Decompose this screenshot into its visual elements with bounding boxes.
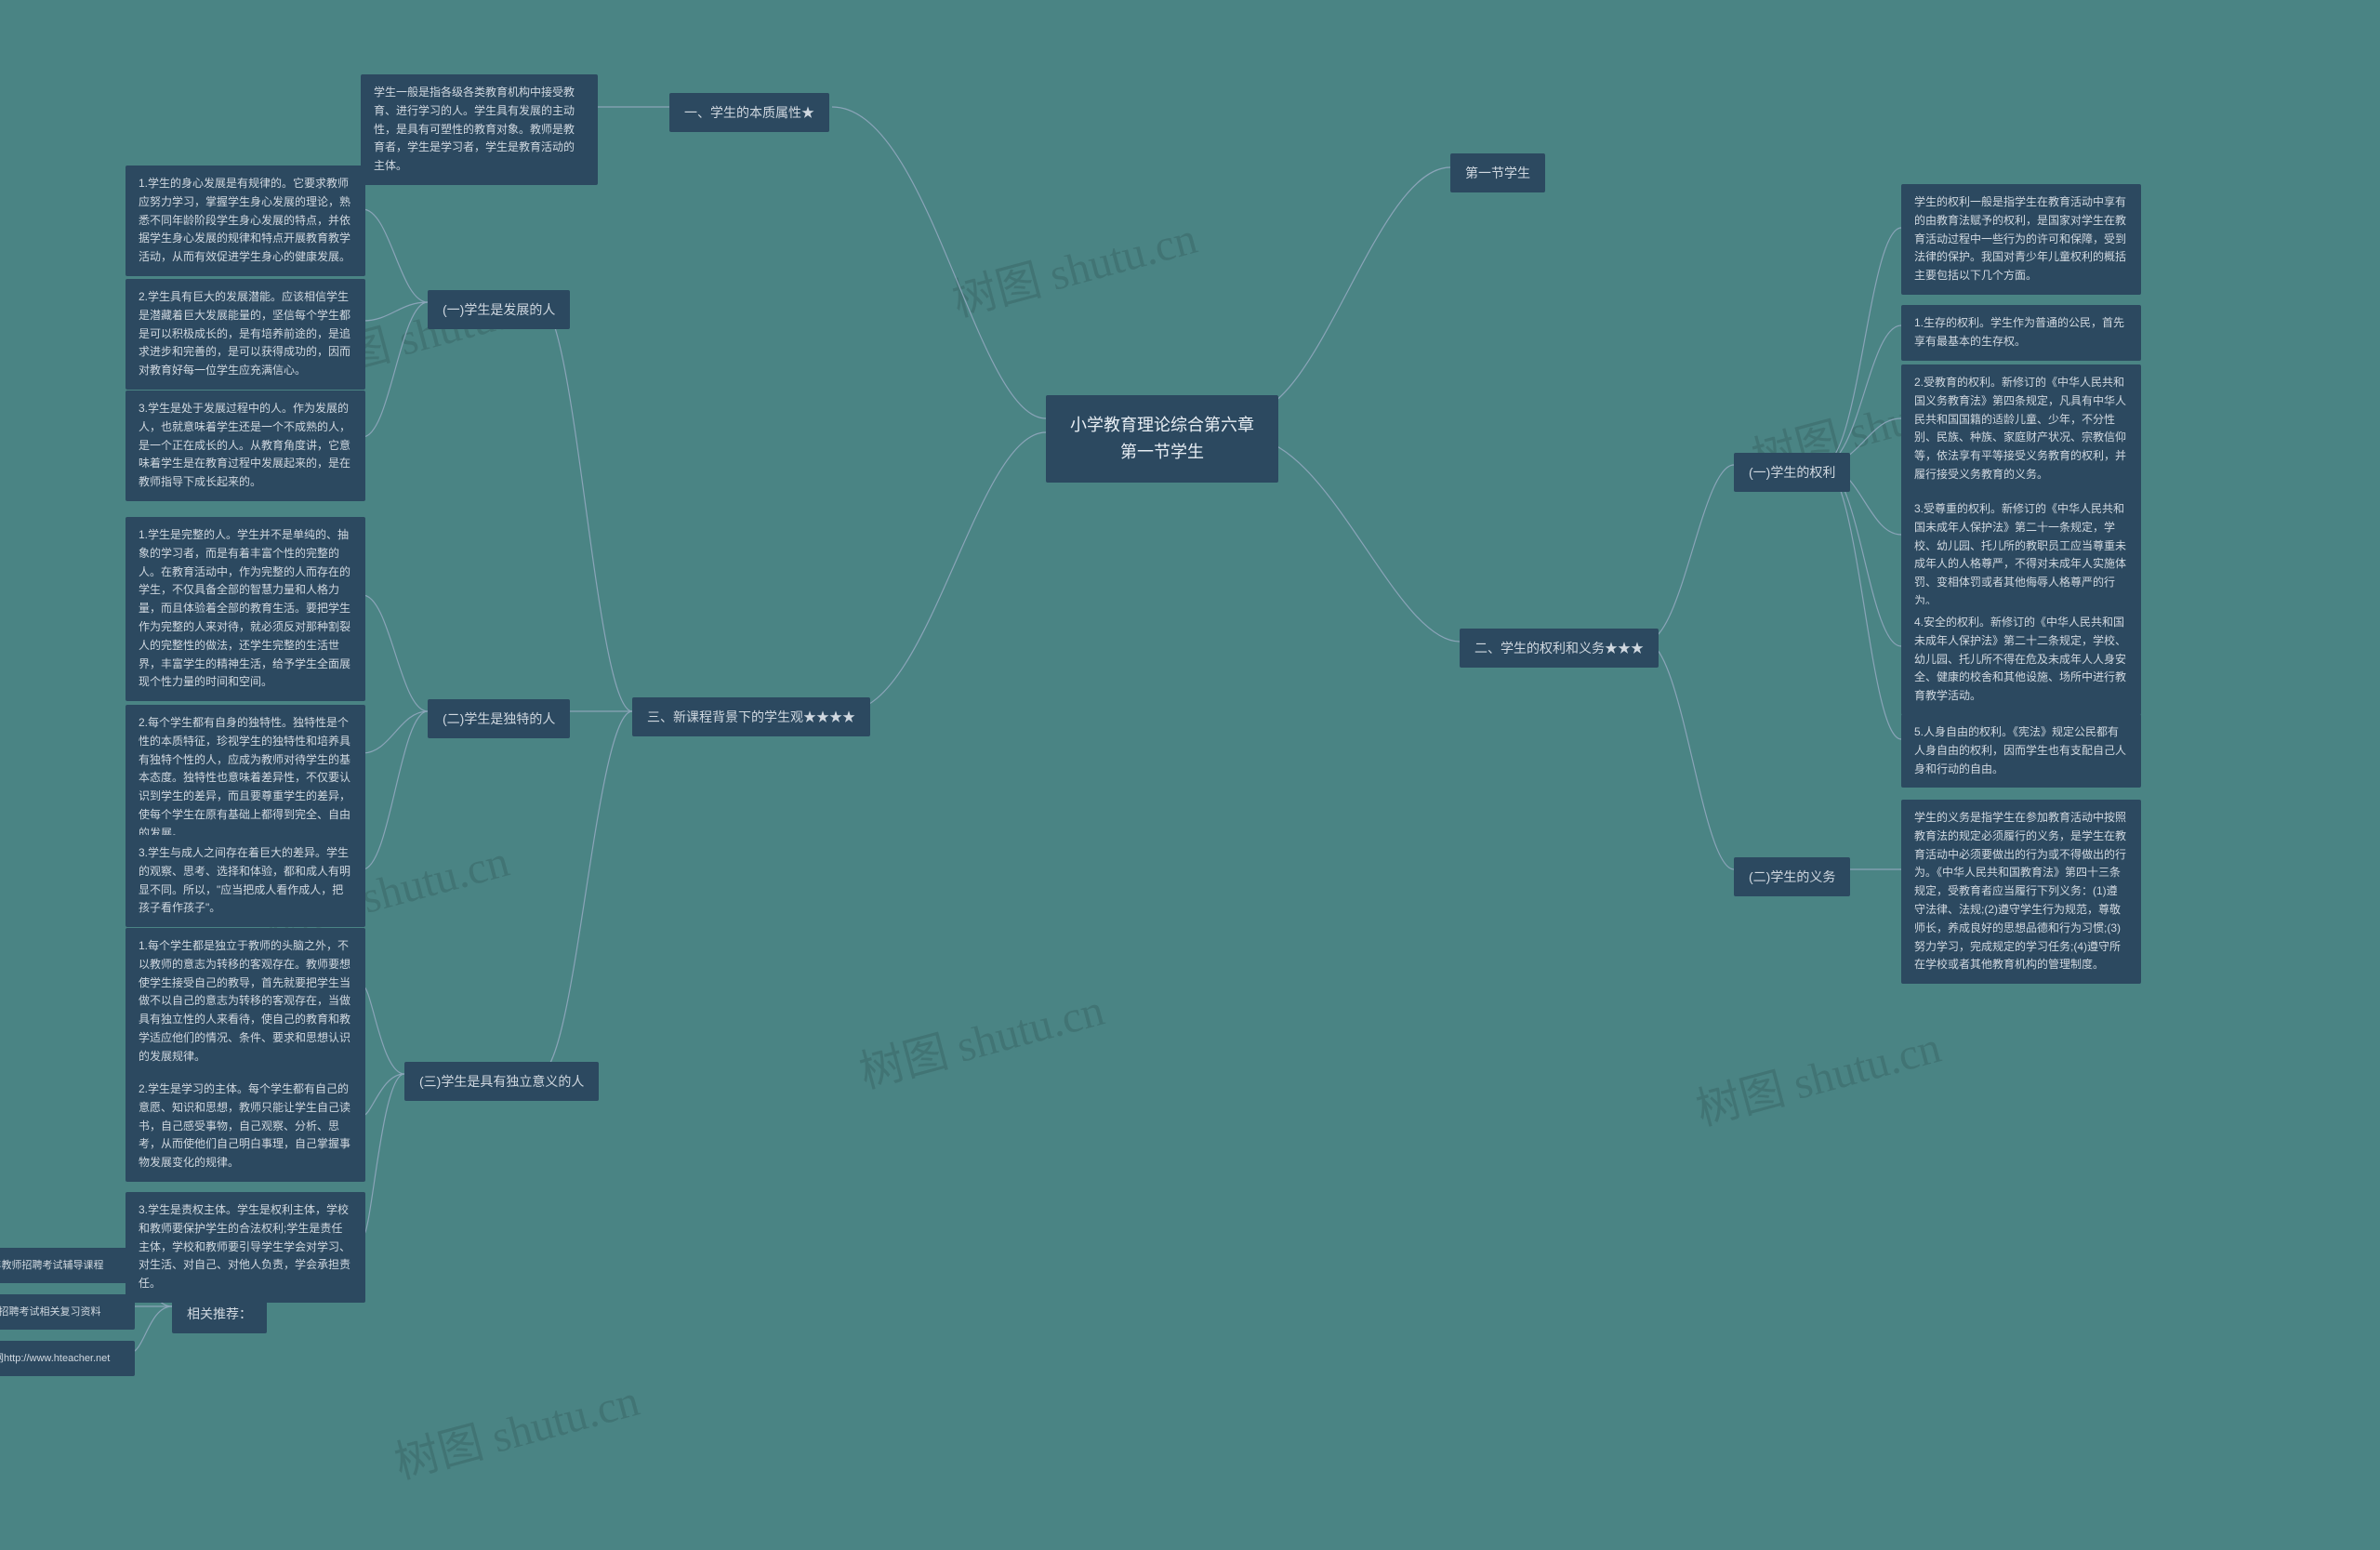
watermark: 树图 shutu.cn: [945, 201, 1203, 328]
s2-sub1-intro: 学生的权利一般是指学生在教育活动中享有的由教育法赋予的权利，是国家对学生在教育活…: [1901, 184, 2141, 295]
s3-sub2-p3: 3.学生与成人之间存在着巨大的差异。学生的观察、思考、选择和体验，都和成人有明显…: [126, 835, 365, 927]
watermark: 树图 shutu.cn: [387, 1363, 645, 1490]
s2-sub2-text: 学生的义务是指学生在参加教育活动中按照教育法的规定必须履行的义务，是学生在教育活…: [1901, 800, 2141, 984]
s3-sub3-p2: 2.学生是学习的主体。每个学生都有自己的意愿、知识和思想，教师只能让学生自己读书…: [126, 1071, 365, 1182]
section-0: 第一节学生: [1450, 153, 1545, 192]
s3-sub3-p1: 1.每个学生都是独立于教师的头脑之外，不以教师的意志为转移的客观存在。教师要想使…: [126, 928, 365, 1076]
s2-sub1-p3: 3.受尊重的权利。新修订的《中华人民共和国未成年人保护法》第二十一条规定，学校、…: [1901, 491, 2141, 620]
related-r1[interactable]: ＞＞2017年教师招聘考试辅导课程: [0, 1248, 135, 1283]
s3-sub2-p2: 2.每个学生都有自身的独特性。独特性是个性的本质特征，珍视学生的独特性和培养具有…: [126, 705, 365, 853]
s3-sub3-p3: 3.学生是责权主体。学生是权利主体，学校和教师要保护学生的合法权利;学生是责任主…: [126, 1192, 365, 1303]
section-1: 一、学生的本质属性★: [669, 93, 829, 132]
s2-sub1: (一)学生的权利: [1734, 453, 1850, 492]
watermark: 树图 shutu.cn: [1688, 1010, 1947, 1137]
related-r3[interactable]: 华图教师网http://www.hteacher.net: [0, 1341, 135, 1376]
s3-sub1: (一)学生是发展的人: [428, 290, 570, 329]
s3-sub2-p1: 1.学生是完整的人。学生并不是单纯的、抽象的学习者，而是有着丰富个性的完整的人。…: [126, 517, 365, 701]
section-3: 三、新课程背景下的学生观★★★★: [632, 697, 870, 736]
s3-sub2: (二)学生是独特的人: [428, 699, 570, 738]
section-1-leaf: 学生一般是指各级各类教育机构中接受教育、进行学习的人。学生具有发展的主动性，是具…: [361, 74, 598, 185]
s3-sub1-p2: 2.学生具有巨大的发展潜能。应该相信学生是潜藏着巨大发展能量的，坚信每个学生都是…: [126, 279, 365, 390]
s2-sub1-p4: 4.安全的权利。新修订的《中华人民共和国未成年人保护法》第二十二条规定，学校、幼…: [1901, 604, 2141, 715]
s2-sub1-p2: 2.受教育的权利。新修订的《中华人民共和国义务教育法》第四条规定，凡具有中华人民…: [1901, 364, 2141, 494]
s2-sub2: (二)学生的义务: [1734, 857, 1850, 896]
section-2: 二、学生的权利和义务★★★: [1460, 629, 1659, 668]
s2-sub1-p5: 5.人身自由的权利。《宪法》规定公民都有人身自由的权利，因而学生也有支配自己人身…: [1901, 714, 2141, 788]
root-line1: 小学教育理论综合第六章: [1070, 412, 1254, 439]
s3-sub1-p3: 3.学生是处于发展过程中的人。作为发展的人，也就意味着学生还是一个不成熟的人，是…: [126, 391, 365, 501]
root-line2: 第一节学生: [1070, 439, 1254, 466]
s3-sub1-p1: 1.学生的身心发展是有规律的。它要求教师应努力学习，掌握学生身心发展的理论，熟悉…: [126, 166, 365, 276]
watermark: 树图 shutu.cn: [852, 973, 1110, 1100]
root-node: 小学教育理论综合第六章 第一节学生: [1046, 395, 1278, 483]
related-label: 相关推荐：: [172, 1294, 267, 1333]
s3-sub3: (三)学生是具有独立意义的人: [404, 1062, 599, 1101]
related-r2[interactable]: ＞＞2017年教师招聘考试相关复习资料: [0, 1294, 135, 1330]
s2-sub1-p1: 1.生存的权利。学生作为普通的公民，首先享有最基本的生存权。: [1901, 305, 2141, 361]
